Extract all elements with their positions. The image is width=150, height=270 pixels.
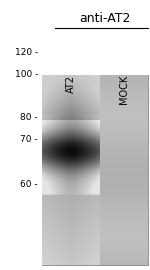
Text: 70 -: 70 - [20, 134, 38, 144]
Text: 100 -: 100 - [15, 70, 38, 79]
Text: anti-AT2: anti-AT2 [79, 12, 131, 25]
Bar [42, 75, 148, 265]
Text: 80 -: 80 - [20, 113, 38, 122]
Text: MOCK: MOCK [119, 75, 129, 104]
Text: AT2: AT2 [66, 75, 76, 93]
Text: 120 -: 120 - [15, 48, 38, 57]
Text: 60 -: 60 - [20, 180, 38, 190]
